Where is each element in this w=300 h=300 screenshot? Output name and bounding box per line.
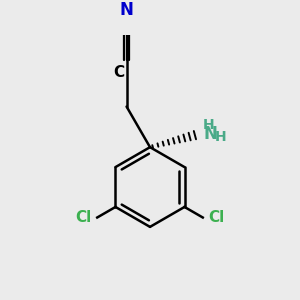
Text: H: H (202, 118, 214, 132)
Text: C: C (113, 65, 124, 80)
Text: H: H (215, 130, 227, 144)
Text: Cl: Cl (75, 210, 91, 225)
Text: N: N (120, 1, 134, 19)
Text: Cl: Cl (209, 210, 225, 225)
Text: N: N (204, 125, 218, 143)
